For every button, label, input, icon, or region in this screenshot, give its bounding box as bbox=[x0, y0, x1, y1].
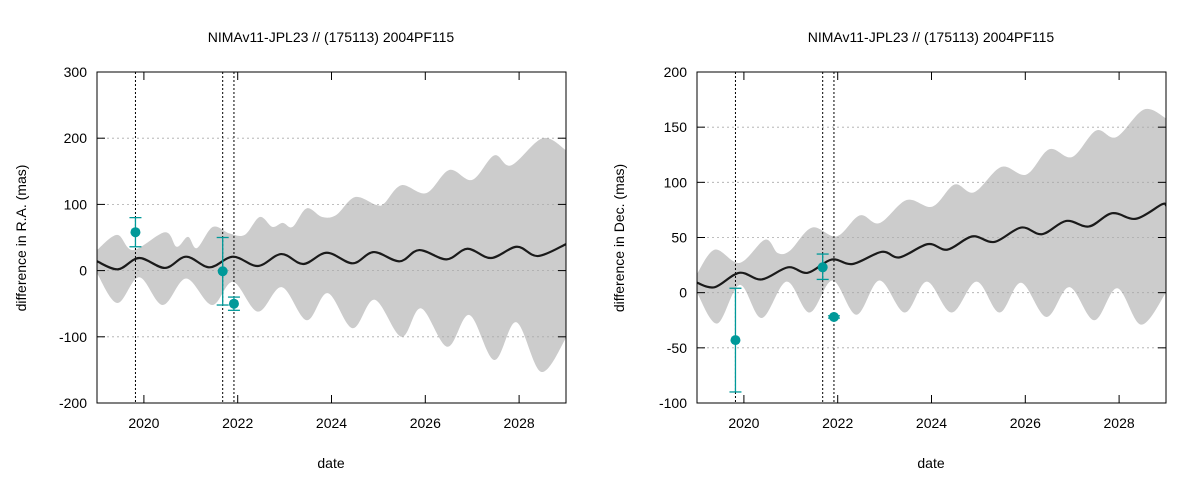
y-tick-label: 300 bbox=[64, 64, 88, 80]
y-tick-label: 100 bbox=[664, 174, 688, 190]
x-tick-label: 2028 bbox=[504, 415, 535, 431]
y-tick-label: 100 bbox=[64, 196, 88, 212]
chart-title: NIMAv11-JPL23 // (175113) 2004PF115 bbox=[808, 29, 1055, 45]
plot-area bbox=[697, 72, 1166, 403]
y-tick-label: 150 bbox=[664, 119, 688, 135]
y-tick-label: 200 bbox=[664, 64, 688, 80]
x-axis-label: date bbox=[317, 455, 344, 471]
y-axis-label: difference in R.A. (mas) bbox=[13, 165, 29, 312]
dec-difference-chart: NIMAv11-JPL23 // (175113) 2004PF115 date… bbox=[611, 29, 1167, 471]
data-point bbox=[817, 262, 828, 273]
y-tick-label: 50 bbox=[671, 230, 687, 246]
x-axis-label: date bbox=[917, 455, 944, 471]
data-point bbox=[828, 311, 839, 322]
y-tick-label: -100 bbox=[659, 395, 687, 411]
x-tick-label: 2022 bbox=[222, 415, 253, 431]
x-tick-label: 2020 bbox=[128, 415, 159, 431]
x-tick-label: 2026 bbox=[1010, 415, 1041, 431]
x-tick-label: 2020 bbox=[728, 415, 759, 431]
data-point bbox=[730, 335, 741, 346]
y-tick-label: 200 bbox=[64, 130, 88, 146]
data-point bbox=[217, 266, 228, 277]
x-tick-label: 2024 bbox=[916, 415, 947, 431]
center-line bbox=[697, 202, 1166, 289]
ra-difference-chart: NIMAv11-JPL23 // (175113) 2004PF115 date… bbox=[13, 29, 567, 471]
y-tick-label: -50 bbox=[667, 340, 687, 356]
data-point bbox=[228, 298, 239, 309]
y-tick-label: 0 bbox=[79, 263, 87, 279]
center-line bbox=[97, 243, 566, 271]
y-tick-label: 0 bbox=[679, 285, 687, 301]
x-tick-label: 2028 bbox=[1104, 415, 1135, 431]
y-tick-label: -100 bbox=[59, 329, 87, 345]
x-tick-label: 2026 bbox=[410, 415, 441, 431]
y-tick-label: -200 bbox=[59, 395, 87, 411]
uncertainty-band bbox=[97, 137, 566, 373]
data-point bbox=[130, 227, 141, 238]
chart-title: NIMAv11-JPL23 // (175113) 2004PF115 bbox=[208, 29, 455, 45]
x-tick-label: 2022 bbox=[822, 415, 853, 431]
x-tick-label: 2024 bbox=[316, 415, 347, 431]
y-axis-label: difference in Dec. (mas) bbox=[611, 164, 627, 312]
plot-area bbox=[97, 72, 566, 403]
